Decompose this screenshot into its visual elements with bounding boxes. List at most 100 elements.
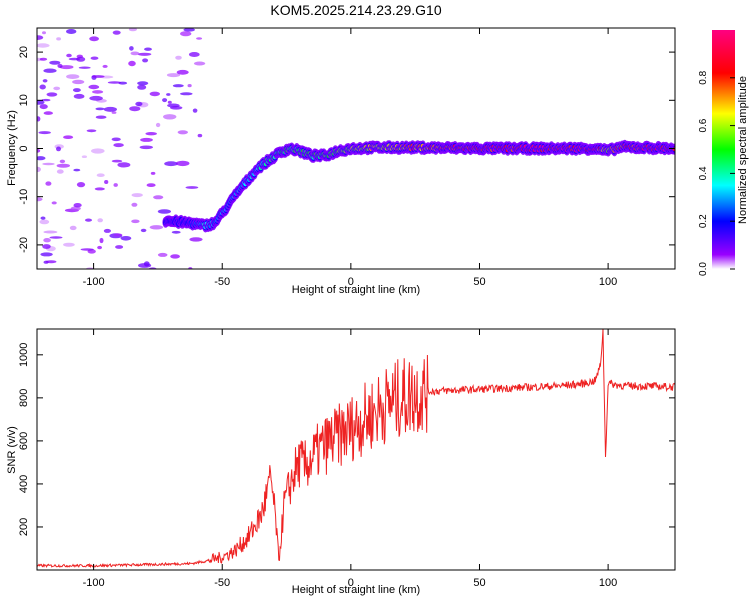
heatmap-noise-cell [188,84,192,87]
heatmap-noise-cell [194,62,205,66]
heatmap-noise-cell [85,219,92,222]
heatmap-noise-cell [70,226,77,230]
heatmap-noise-cell [104,229,111,233]
heatmap-x-tick-label: -50 [214,276,230,288]
heatmap-noise-cell [164,161,178,166]
heatmap-noise-cell [87,129,97,132]
heatmap-y-tick-label: -10 [18,189,30,205]
snr-x-tick-label: -50 [214,577,230,589]
heatmap-content [31,28,678,271]
heatmap-noise-cell [56,147,61,152]
snr-y-tick-label: 200 [18,518,30,536]
heatmap-noise-cell [36,43,50,47]
heatmap-noise-cell [91,57,99,60]
heatmap-noise-cell [81,248,94,250]
heatmap-noise-cell [138,53,152,56]
heatmap-noise-cell [45,181,51,185]
heatmap-noise-cell [168,101,172,104]
heatmap-noise-cell [173,84,184,87]
heatmap-noise-cell [175,56,182,60]
heatmap-noise-cell [56,37,61,40]
heatmap-noise-cell [43,79,48,82]
snr-panel: -100 -50 0 50 100 200 400 600 800 1000 Height of… [6,329,675,596]
heatmap-noise-cell [112,160,123,163]
heatmap-noise-cell [178,130,188,134]
heatmap-noise-cell [60,160,65,164]
heatmap-noise-cell [77,182,85,187]
colorbar-tick-label: 0.6 [698,118,709,132]
heatmap-noise-cell [89,36,99,41]
snr-y-tick-label: 800 [18,389,30,407]
heatmap-noise-cell [140,138,153,142]
figure-title: KOM5.2025.214.23.29.G10 [270,2,441,18]
heatmap-noise-cell [97,173,105,177]
heatmap-noise-cell [100,238,104,243]
colorbar-label: Normalized spectral amplitude [737,76,749,224]
heatmap-noise-cell [128,61,136,66]
heatmap-noise-cell [186,186,199,189]
heatmap-noise-cell [151,172,156,175]
heatmap-noise-cell [39,131,51,134]
heatmap-noise-cell [177,70,189,75]
heatmap-noise-cell [170,106,182,110]
heatmap-noise-cell [132,193,143,197]
heatmap-x-tick-label: -100 [83,276,105,288]
heatmap-x-tick-label: 50 [473,276,485,288]
heatmap-noise-cell [42,163,54,165]
heatmap-noise-cell [131,220,139,224]
heatmap-noise-cell [112,138,121,142]
heatmap-noise-cell [104,107,117,112]
heatmap-noise-cell [43,238,51,242]
heatmap-noise-cell [41,217,46,220]
heatmap-noise-cell [69,58,80,61]
heatmap-noise-cell [63,135,73,139]
snr-x-axis: -100 -50 0 50 100 [83,329,618,589]
heatmap-noise-cell [50,236,63,239]
heatmap-y-label: Frequency (Hz) [6,110,18,186]
heatmap-noise-cell [95,187,105,190]
heatmap-noise-cell [46,260,57,263]
heatmap-noise-cell [66,29,76,34]
heatmap-noise-cell [142,58,148,62]
heatmap-noise-cell [172,231,181,234]
colorbar-tick-label: 0.4 [698,166,709,180]
heatmap-noise-cell [42,244,51,249]
heatmap-noise-cell [163,114,176,119]
heatmap-noise-cell [35,167,41,172]
heatmap-noise-cell [193,109,198,113]
heatmap-noise-cell [176,161,190,166]
colorbar-tick-label: 0.8 [698,70,709,84]
heatmap-noise-cell [104,180,108,184]
heatmap-noise-cell [140,146,153,150]
heatmap-noise-cell [113,30,121,34]
heatmap-noise-cell [114,233,123,236]
heatmap-noise-cell [103,65,108,68]
heatmap-noise-cell [131,52,140,56]
heatmap-noise-cell [73,169,80,172]
heatmap-noise-cell [43,69,56,73]
heatmap-noise-cell [40,58,47,61]
heatmap-noise-cell [145,132,157,135]
heatmap-noise-cell [57,64,62,68]
heatmap-noise-cell [82,155,87,158]
heatmap-noise-cell [115,245,123,249]
heatmap-noise-cell [180,92,193,95]
heatmap-noise-cell [170,254,180,258]
heatmap-noise-cell [91,148,105,153]
snr-frame [37,329,675,570]
snr-y-tick-label: 400 [18,475,30,493]
heatmap-x-tick-label: 100 [599,276,617,288]
heatmap-noise-cell [189,237,202,241]
heatmap-noise-cell [121,236,132,241]
heatmap-noise-cell [180,31,191,36]
heatmap-noise-cell [95,108,104,111]
heatmap-noise-cell [138,263,151,268]
heatmap-noise-cell [147,183,156,187]
heatmap-noise-cell [150,225,163,229]
heatmap-noise-cell [156,123,160,127]
heatmap-noise-cell [39,220,49,225]
heatmap-noise-cell [137,85,146,90]
heatmap-noise-cell [72,80,84,84]
heatmap-noise-cell [97,246,102,249]
